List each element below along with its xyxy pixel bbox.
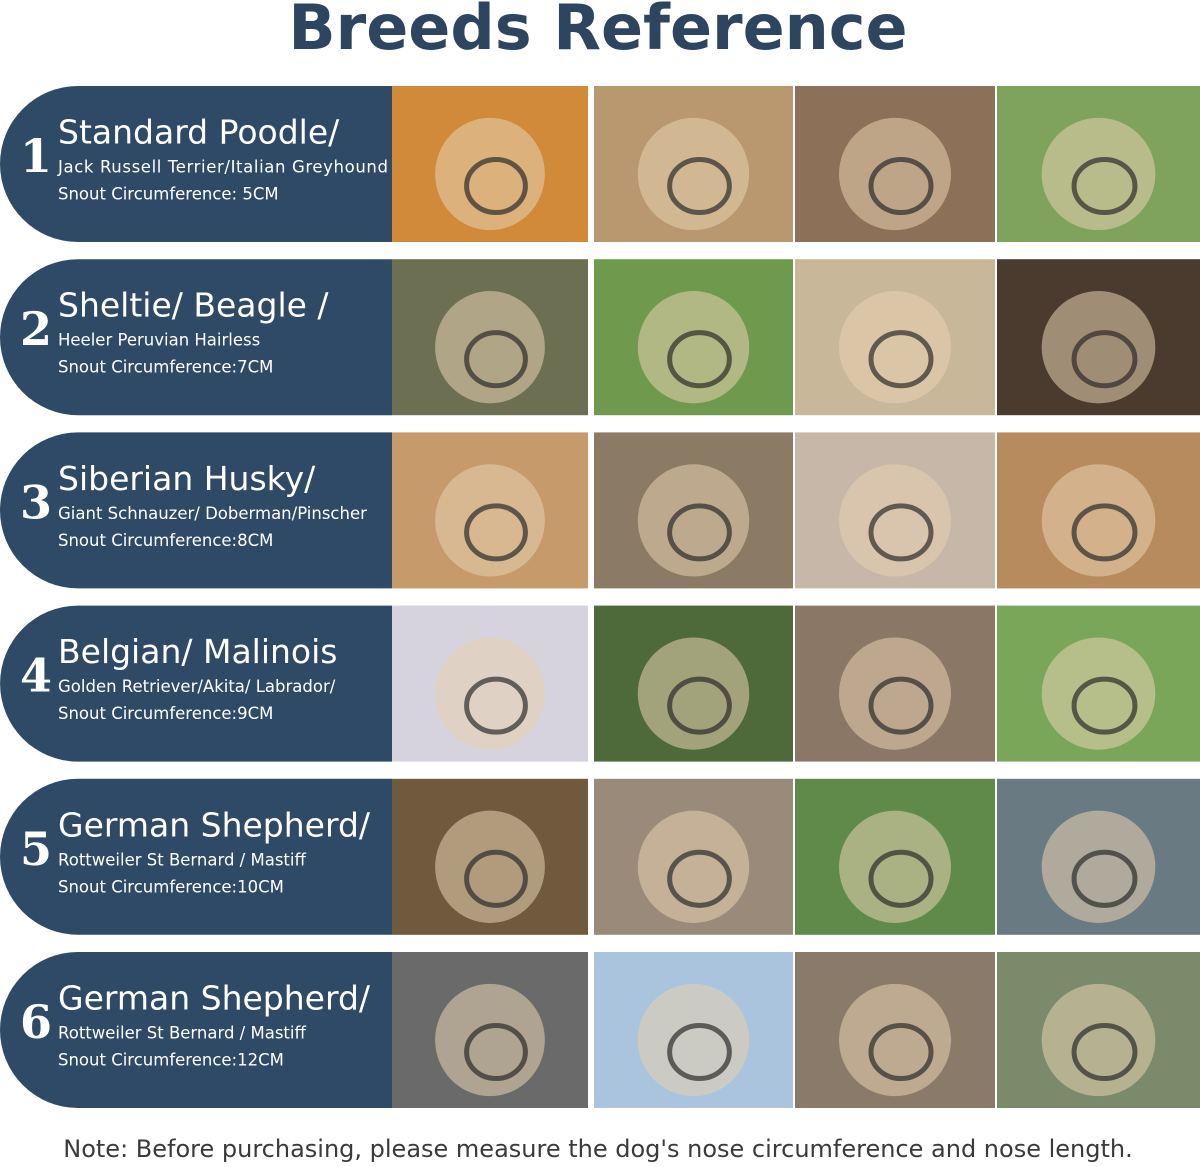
- row-number: 5: [20, 822, 52, 876]
- muzzle: [1071, 503, 1138, 562]
- snout-size: Snout Circumference:9CM: [58, 704, 273, 723]
- breed-list: Heeler Peruvian Hairless: [58, 331, 260, 350]
- row-number: 1: [20, 129, 52, 183]
- row: 2 Sheltie/ Beagle / Snout Circumference:7C…: [0, 259, 1200, 416]
- row-number: 6: [20, 995, 52, 1049]
- muzzle: [464, 503, 528, 562]
- muzzle: [868, 503, 934, 562]
- breed-name: German Shepherd/: [58, 805, 371, 844]
- muzzle: [868, 156, 934, 216]
- breed-name: Standard Poodle/: [58, 113, 340, 152]
- snout-size: Snout Circumference:8CM: [58, 531, 273, 550]
- muzzle: [464, 676, 528, 735]
- row-number: 2: [20, 302, 52, 356]
- breed-list: Golden Retriever/Akita/ Labrador/: [58, 677, 336, 696]
- muzzle: [464, 1022, 528, 1082]
- muzzle: [868, 1022, 934, 1082]
- title: Breeds Reference: [288, 0, 907, 64]
- muzzle: [667, 849, 732, 908]
- snout-size: Snout Circumference:10CM: [58, 877, 284, 896]
- breed-list: Giant Schnauzer/ Doberman/Pinscher: [58, 504, 367, 523]
- breed-list: Rottweiler St Bernard / Mastiff: [58, 1024, 306, 1043]
- row-number: 3: [20, 475, 52, 529]
- muzzle: [667, 503, 732, 562]
- breed-list: Jack Russell Terrier/Italian Greyhound: [57, 158, 388, 177]
- muzzle: [1071, 1022, 1138, 1082]
- muzzle: [868, 849, 934, 908]
- row-label-panel: [0, 952, 392, 1108]
- row-label-panel: [0, 432, 392, 589]
- breed-list: Rottweiler St Bernard / Mastiff: [58, 850, 306, 869]
- muzzle: [667, 156, 732, 216]
- breed-name: Sheltie/ Beagle /: [58, 286, 329, 325]
- row: 1 Standard Poodle/Snout Circumference: 5C…: [0, 86, 1200, 242]
- note: Note: Before purchasing, please measure …: [63, 1135, 1132, 1163]
- muzzle: [464, 156, 528, 216]
- breed-name: Siberian Husky/: [58, 459, 316, 498]
- row: 6 German Shepherd/Snout Circumference:12C…: [0, 952, 1200, 1108]
- breed-name: Belgian/ Malinois: [58, 632, 337, 671]
- snout-size: Snout Circumference:12CM: [58, 1051, 284, 1070]
- row: 5 German Shepherd/Snout Circumference:10C…: [0, 778, 1200, 935]
- snout-size: Snout Circumference: 5CM: [58, 185, 279, 204]
- row-number: 4: [20, 649, 52, 703]
- muzzle: [667, 330, 732, 389]
- muzzle: [464, 849, 528, 908]
- row: 3 Siberian Husky/Snout Circumference:8CM: [0, 432, 1200, 589]
- row-label-panel: [0, 259, 392, 416]
- muzzle: [1071, 330, 1138, 389]
- breed-name: German Shepherd/: [58, 979, 371, 1018]
- muzzle: [1071, 676, 1138, 735]
- muzzle: [667, 676, 732, 735]
- row-label-panel: [0, 605, 393, 762]
- muzzle: [1071, 849, 1138, 908]
- muzzle: [868, 330, 934, 389]
- muzzle: [464, 330, 528, 389]
- muzzle: [667, 1022, 732, 1082]
- row-label-panel: [0, 778, 392, 935]
- row: 4 Belgian/ Malinois Snout Circumference:9C…: [0, 605, 1200, 762]
- muzzle: [1071, 156, 1138, 216]
- muzzle: [868, 676, 934, 735]
- row-label-panel: [0, 86, 392, 242]
- snout-size: Snout Circumference:7CM: [58, 358, 273, 377]
